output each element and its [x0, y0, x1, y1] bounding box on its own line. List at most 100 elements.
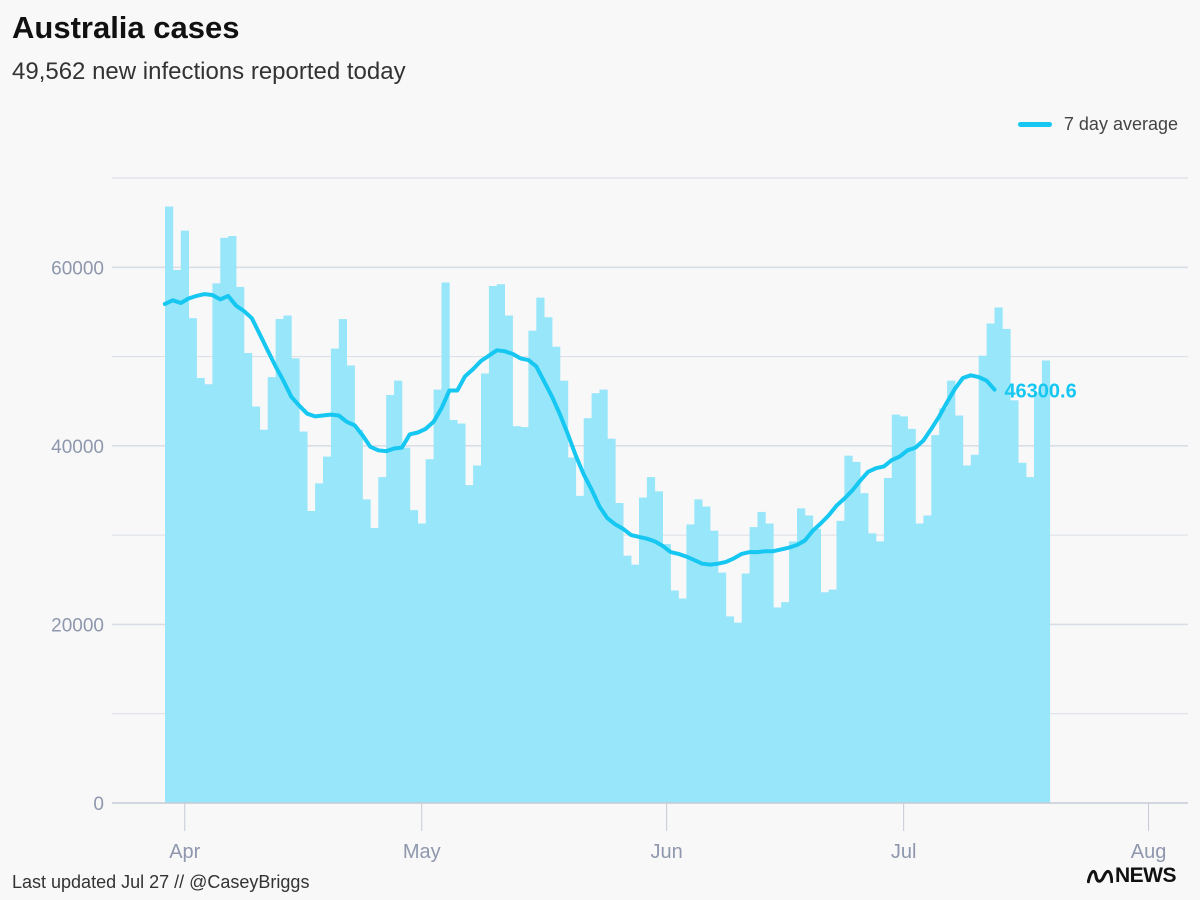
bar: [939, 408, 948, 803]
bar: [575, 495, 584, 803]
x-tick-label: May: [403, 841, 441, 863]
bar: [860, 493, 869, 803]
bar: [623, 555, 632, 803]
bar: [299, 431, 308, 803]
legend-line-swatch: [1017, 122, 1052, 127]
bar: [165, 206, 174, 804]
y-tick-label: 20000: [51, 615, 104, 636]
bar: [789, 541, 798, 803]
bar: [828, 589, 837, 803]
bar: [188, 318, 197, 803]
bar: [236, 286, 245, 803]
bar: [244, 353, 253, 803]
bar: [1041, 360, 1051, 803]
bar: [868, 533, 877, 803]
bar: [228, 236, 237, 804]
bar: [1034, 392, 1043, 803]
bar: [670, 590, 679, 803]
bar: [978, 355, 987, 803]
bar: [646, 477, 656, 803]
chart-title: Australia cases: [12, 10, 240, 45]
footer-credit: Last updated Jul 27 // @CaseyBriggs: [12, 872, 310, 892]
y-tick-label: 40000: [51, 437, 104, 458]
bar: [797, 508, 806, 803]
y-tick-label: 0: [93, 794, 104, 815]
bar: [354, 429, 363, 803]
bar: [962, 465, 972, 803]
bar: [749, 527, 758, 803]
bar: [560, 380, 569, 803]
bar: [599, 389, 608, 803]
bar: [678, 598, 687, 803]
bar: [1010, 400, 1019, 803]
bar: [481, 373, 490, 803]
legend: 7 day average: [1017, 114, 1178, 135]
bar: [812, 528, 821, 803]
x-tick-label: Jul: [891, 841, 917, 863]
bar: [733, 622, 742, 803]
legend-label: 7 day average: [1063, 114, 1178, 134]
bar: [567, 457, 577, 803]
bar: [702, 506, 711, 803]
bar: [883, 478, 893, 803]
bar: [757, 511, 766, 803]
bar: [291, 358, 300, 803]
bar: [504, 315, 513, 803]
bar: [362, 499, 371, 803]
bar: [512, 426, 521, 803]
bar: [639, 497, 648, 803]
bar: [662, 544, 671, 803]
bar: [473, 465, 482, 803]
bar: [994, 307, 1003, 803]
bar: [955, 415, 964, 803]
bar: [915, 523, 924, 803]
bar: [631, 564, 640, 803]
bar: [307, 511, 316, 803]
bar: [212, 283, 221, 803]
bar: [220, 237, 229, 804]
bar: [433, 389, 442, 803]
x-tick-label: Aug: [1131, 841, 1167, 863]
logo-text: NEWS: [1115, 864, 1177, 887]
bar: [267, 377, 276, 803]
bar: [283, 315, 292, 803]
bar: [172, 269, 182, 803]
bar: [710, 530, 719, 803]
bar: [536, 297, 545, 803]
bar: [615, 503, 624, 803]
bar: [907, 428, 916, 803]
bar: [931, 435, 940, 803]
bar: [694, 499, 703, 803]
average-end-label: 46300.6: [1004, 381, 1076, 403]
bar: [718, 572, 727, 803]
abc-news-logo: NEWS: [1087, 864, 1177, 888]
bar: [378, 477, 387, 803]
bar: [852, 461, 861, 803]
bar: [386, 394, 395, 803]
bar: [804, 515, 814, 803]
average-line: [162, 292, 997, 567]
bar: [488, 286, 498, 803]
bar: [449, 419, 458, 803]
bar: [1002, 328, 1011, 803]
bar: [425, 459, 434, 803]
bar: [844, 455, 853, 803]
bar: [330, 348, 340, 803]
bar: [986, 323, 995, 803]
bar: [970, 454, 979, 803]
bar: [947, 380, 956, 803]
bar: [876, 541, 885, 803]
chart-subtitle: 49,562 new infections reported today: [12, 58, 406, 85]
bar: [457, 423, 466, 803]
bar: [417, 523, 426, 803]
bar: [196, 378, 205, 803]
bar: [820, 592, 829, 803]
bar: [741, 573, 750, 803]
bar: [1026, 477, 1035, 803]
bar: [394, 380, 403, 803]
x-tick-label: Jun: [651, 841, 683, 863]
bar: [180, 230, 189, 803]
bar: [607, 438, 616, 803]
bar: [891, 414, 900, 803]
